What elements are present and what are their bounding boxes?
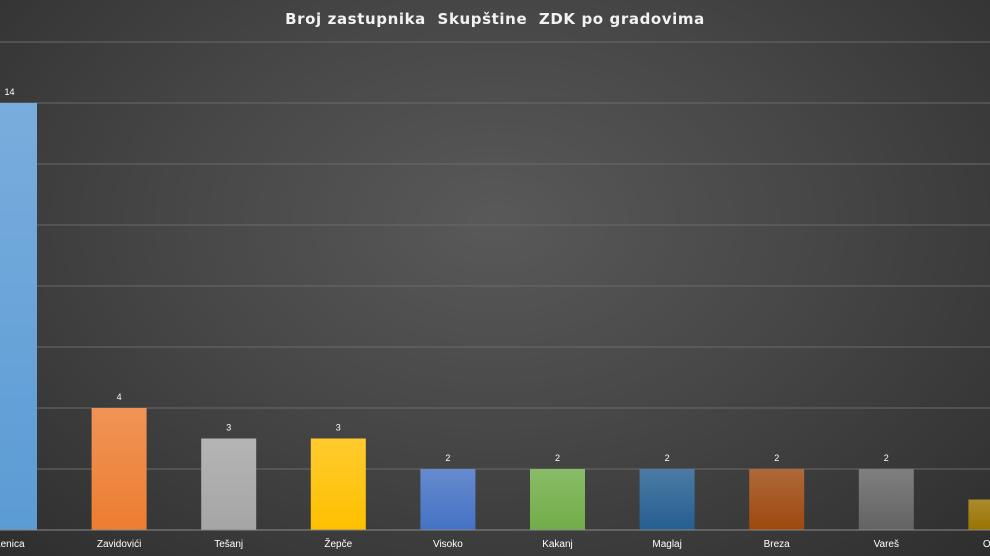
- category-label: Breza: [764, 539, 791, 550]
- category-label: Vareš: [874, 539, 899, 550]
- bar-maglaj: [639, 469, 695, 530]
- category-label: Visoko: [433, 539, 463, 550]
- value-label: 3: [336, 423, 341, 433]
- bar-vareš: [858, 469, 914, 530]
- value-label: 14: [4, 87, 14, 97]
- bar-olovo: [968, 499, 990, 530]
- category-label: Zenica: [0, 539, 25, 550]
- category-label: Kakanj: [542, 539, 573, 550]
- value-labels: 14433222221: [4, 87, 889, 463]
- bar-breza: [749, 469, 805, 530]
- value-label: 2: [884, 453, 889, 463]
- value-label: 2: [665, 453, 670, 463]
- bar-zenica: [0, 103, 37, 530]
- value-label: 4: [117, 392, 122, 402]
- value-label: 2: [445, 453, 450, 463]
- category-label: Žepče: [324, 537, 352, 550]
- bar-visoko: [420, 469, 476, 530]
- category-label: Zavidovići: [97, 539, 141, 550]
- category-label: Tešanj: [214, 539, 243, 550]
- bars: [0, 103, 990, 530]
- value-label: 3: [226, 423, 231, 433]
- gridlines: [0, 41, 990, 470]
- category-label: Olovo: [983, 539, 990, 550]
- bar-kakanj: [530, 469, 585, 530]
- category-label: Maglaj: [652, 539, 681, 550]
- chart-title: Broj zastupnika Skupštine ZDK po gradovi…: [285, 10, 705, 28]
- bar-tešanj: [201, 438, 257, 530]
- value-label: 2: [555, 453, 560, 463]
- value-label: 2: [774, 453, 779, 463]
- bar-zavidovići: [91, 408, 147, 530]
- bar-žepče: [310, 438, 366, 530]
- category-labels: Zenica Zavidovići Tešanj Žepče Visoko Kakanj M…: [0, 537, 990, 550]
